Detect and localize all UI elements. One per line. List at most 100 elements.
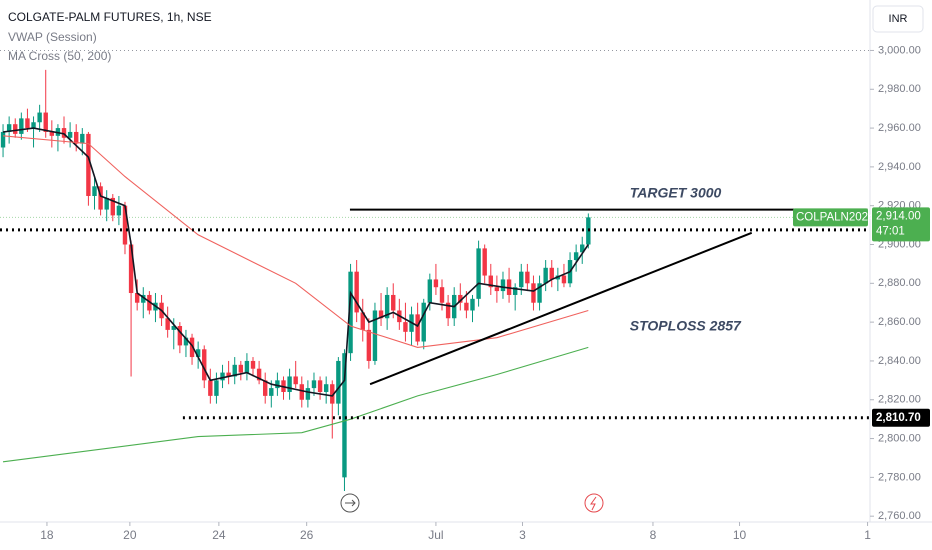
candle-body bbox=[256, 368, 262, 381]
indicator-label: VWAP (Session) bbox=[8, 30, 97, 44]
y-tick-label: 2,900.00 bbox=[878, 238, 921, 250]
y-tick-label: 2,780.00 bbox=[878, 471, 921, 483]
candle-body bbox=[116, 205, 122, 216]
candle-body bbox=[141, 294, 146, 303]
candle-body bbox=[494, 287, 500, 292]
candle-body bbox=[208, 380, 213, 396]
candle-body bbox=[458, 294, 463, 303]
last-price-label: 2,914.00 bbox=[876, 210, 921, 222]
candle-body bbox=[464, 302, 469, 311]
candle-body bbox=[67, 131, 73, 138]
currency-button[interactable] bbox=[872, 5, 924, 33]
y-tick-label: 2,960.00 bbox=[878, 122, 921, 134]
candle-body bbox=[421, 302, 426, 342]
y-tick-label: 2,940.00 bbox=[878, 161, 921, 173]
x-tick-label: 18 bbox=[40, 528, 54, 542]
candle-body bbox=[0, 131, 6, 148]
x-tick-label: Jul bbox=[428, 528, 443, 542]
indicator-line bbox=[2, 346, 589, 463]
candle-body bbox=[500, 279, 506, 292]
symbol-tag: COLPALN2024 bbox=[796, 211, 875, 223]
candle-body bbox=[372, 310, 378, 361]
candle-body bbox=[275, 380, 280, 389]
y-tick-label: 2,880.00 bbox=[878, 277, 921, 289]
candle-body bbox=[31, 122, 36, 129]
x-tick-label: 8 bbox=[650, 528, 657, 542]
symbol-tag-box bbox=[793, 208, 868, 227]
y-tick-label: 3,000.00 bbox=[878, 44, 921, 56]
last-price-box bbox=[872, 207, 930, 242]
candle-body bbox=[512, 287, 518, 295]
y-tick-label: 2,760.00 bbox=[878, 510, 921, 522]
candle-body bbox=[525, 271, 530, 284]
candle-body bbox=[299, 384, 304, 400]
candle-body bbox=[128, 244, 134, 294]
candle-body bbox=[537, 283, 542, 303]
y-tick-label: 2,840.00 bbox=[878, 355, 921, 367]
candle-body bbox=[561, 275, 567, 284]
y-tick-label: 2,980.00 bbox=[878, 83, 921, 95]
x-tick-label: 10 bbox=[733, 528, 747, 542]
candle-body bbox=[470, 298, 475, 311]
candle-body bbox=[177, 326, 183, 346]
candle-body bbox=[311, 380, 317, 389]
x-tick-label: 3 bbox=[519, 528, 526, 542]
candle-body bbox=[269, 388, 274, 396]
candle-body bbox=[287, 376, 292, 392]
candle-body bbox=[323, 384, 329, 392]
level-label-box bbox=[872, 408, 930, 427]
candle-body bbox=[519, 271, 524, 288]
candle-body bbox=[49, 131, 55, 136]
candle-body bbox=[25, 118, 30, 129]
candle-body bbox=[250, 360, 256, 369]
trendline bbox=[369, 231, 753, 386]
candle-body bbox=[573, 252, 579, 261]
candle-body bbox=[531, 283, 536, 303]
candle-body bbox=[293, 376, 298, 385]
candle-body bbox=[445, 302, 451, 319]
candle-body bbox=[195, 349, 201, 358]
candle-body bbox=[171, 326, 176, 330]
candle-body bbox=[263, 380, 268, 396]
event-icon-arrow bbox=[345, 499, 356, 507]
candle-body bbox=[336, 360, 341, 404]
candle-body bbox=[61, 128, 67, 138]
candle-body bbox=[427, 279, 433, 303]
candle-body bbox=[110, 197, 115, 216]
event-icon-bolt bbox=[590, 496, 597, 511]
currency[interactable]: INR bbox=[889, 13, 908, 25]
candle-body bbox=[98, 186, 103, 210]
plot bbox=[0, 49, 874, 526]
candle-body bbox=[202, 349, 207, 381]
candle-body bbox=[543, 267, 548, 284]
indicator-label: MA Cross (50, 200) bbox=[8, 49, 111, 63]
candle-body bbox=[13, 124, 18, 134]
candle-body bbox=[92, 186, 97, 196]
candle-body bbox=[80, 133, 85, 144]
candle-body bbox=[189, 337, 195, 358]
event-icon[interactable] bbox=[584, 493, 604, 513]
candle-body bbox=[183, 337, 189, 346]
candle-body bbox=[37, 112, 42, 123]
candle-body bbox=[360, 312, 365, 330]
y-tick-label: 2,800.00 bbox=[878, 432, 921, 444]
indicator-line bbox=[2, 135, 589, 348]
x-tick-label: 20 bbox=[123, 528, 137, 542]
candle-body bbox=[391, 294, 396, 311]
candle-body bbox=[305, 388, 311, 400]
candle-body bbox=[86, 133, 91, 196]
candle-body bbox=[580, 244, 585, 253]
candle-body bbox=[244, 360, 250, 373]
countdown: 47:01 bbox=[876, 225, 905, 237]
x-tick-label: 1 bbox=[864, 528, 871, 542]
candle-body bbox=[403, 322, 408, 332]
candle-body bbox=[220, 372, 225, 381]
candle-body bbox=[74, 131, 79, 144]
candle-body bbox=[549, 267, 554, 280]
candle-body bbox=[43, 112, 48, 132]
candle-body bbox=[354, 271, 359, 313]
chart-title: COLGATE-PALM FUTURES, 1h, NSE bbox=[8, 10, 212, 24]
candle-body bbox=[122, 205, 128, 245]
